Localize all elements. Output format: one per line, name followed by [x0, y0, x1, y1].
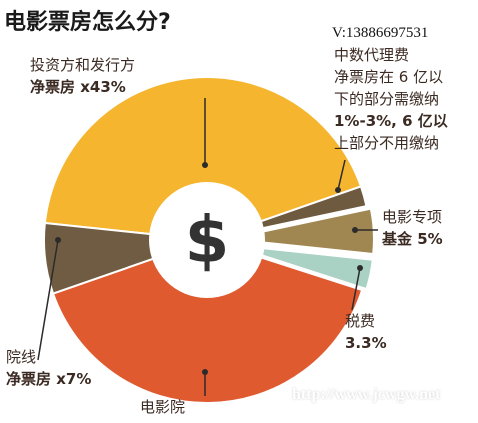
- leader-dot-chain: [55, 237, 61, 243]
- pie-slice-4: [51, 238, 364, 404]
- watermark-text: http://www.jcwgw.net: [292, 386, 441, 403]
- leader-line-chain: [37, 239, 59, 361]
- cinema-label-line1: 电影院: [140, 398, 186, 416]
- chain-label-line1: 院线: [6, 348, 37, 366]
- investor-label-line2: 净票房 x43%: [30, 78, 126, 96]
- fund-label: 电影专项 基金 5%: [382, 206, 443, 250]
- agency-label-line3: 下的部分需缴纳: [334, 90, 440, 108]
- leader-dot-agency: [335, 187, 341, 193]
- investor-label-line1: 投资方和发行方: [30, 56, 136, 74]
- fund-label-line2: 基金 5%: [382, 230, 443, 248]
- leader-lines: [37, 98, 378, 396]
- investor-label: 投资方和发行方 净票房 x43%: [30, 54, 135, 98]
- agency-label-line5: 上部分不用缴纳: [334, 134, 440, 152]
- leader-dot-tax: [357, 265, 363, 271]
- agency-label: 中数代理费 净票房在 6 亿以 下的部分需缴纳 1%-3%, 6 亿以 上部分不…: [334, 44, 448, 154]
- phone-text: V:13886697531: [332, 25, 429, 41]
- pie-slices: [43, 76, 375, 404]
- leader-dot-investor: [202, 162, 208, 168]
- tax-label-line1: 税费: [345, 312, 376, 330]
- dollar-icon: $: [185, 204, 230, 278]
- center-hole: [149, 182, 265, 298]
- fund-label-line1: 电影专项: [382, 208, 443, 226]
- pie-slice-2: [228, 207, 375, 256]
- chain-label: 院线 净票房 x7%: [6, 346, 91, 390]
- leader-dot-fund: [352, 227, 358, 233]
- leader-dot-cinema: [202, 369, 208, 375]
- chain-label-line2: 净票房 x7%: [6, 370, 92, 388]
- agency-label-line1: 中数代理费: [334, 46, 410, 64]
- leader-line-tax: [351, 267, 361, 311]
- agency-label-line2: 净票房在 6 亿以: [334, 68, 444, 86]
- leader-line-agency: [337, 159, 346, 191]
- pie-slice-0: [43, 76, 363, 242]
- agency-label-line4: 1%-3%, 6 亿以: [334, 112, 448, 130]
- cinema-label: 电影院: [140, 396, 185, 418]
- chart-title: 电影票房怎么分?: [4, 10, 171, 35]
- pie-slice-3: [228, 243, 374, 291]
- tax-label: 税费 3.3%: [345, 310, 387, 354]
- tax-label-line2: 3.3%: [345, 334, 387, 352]
